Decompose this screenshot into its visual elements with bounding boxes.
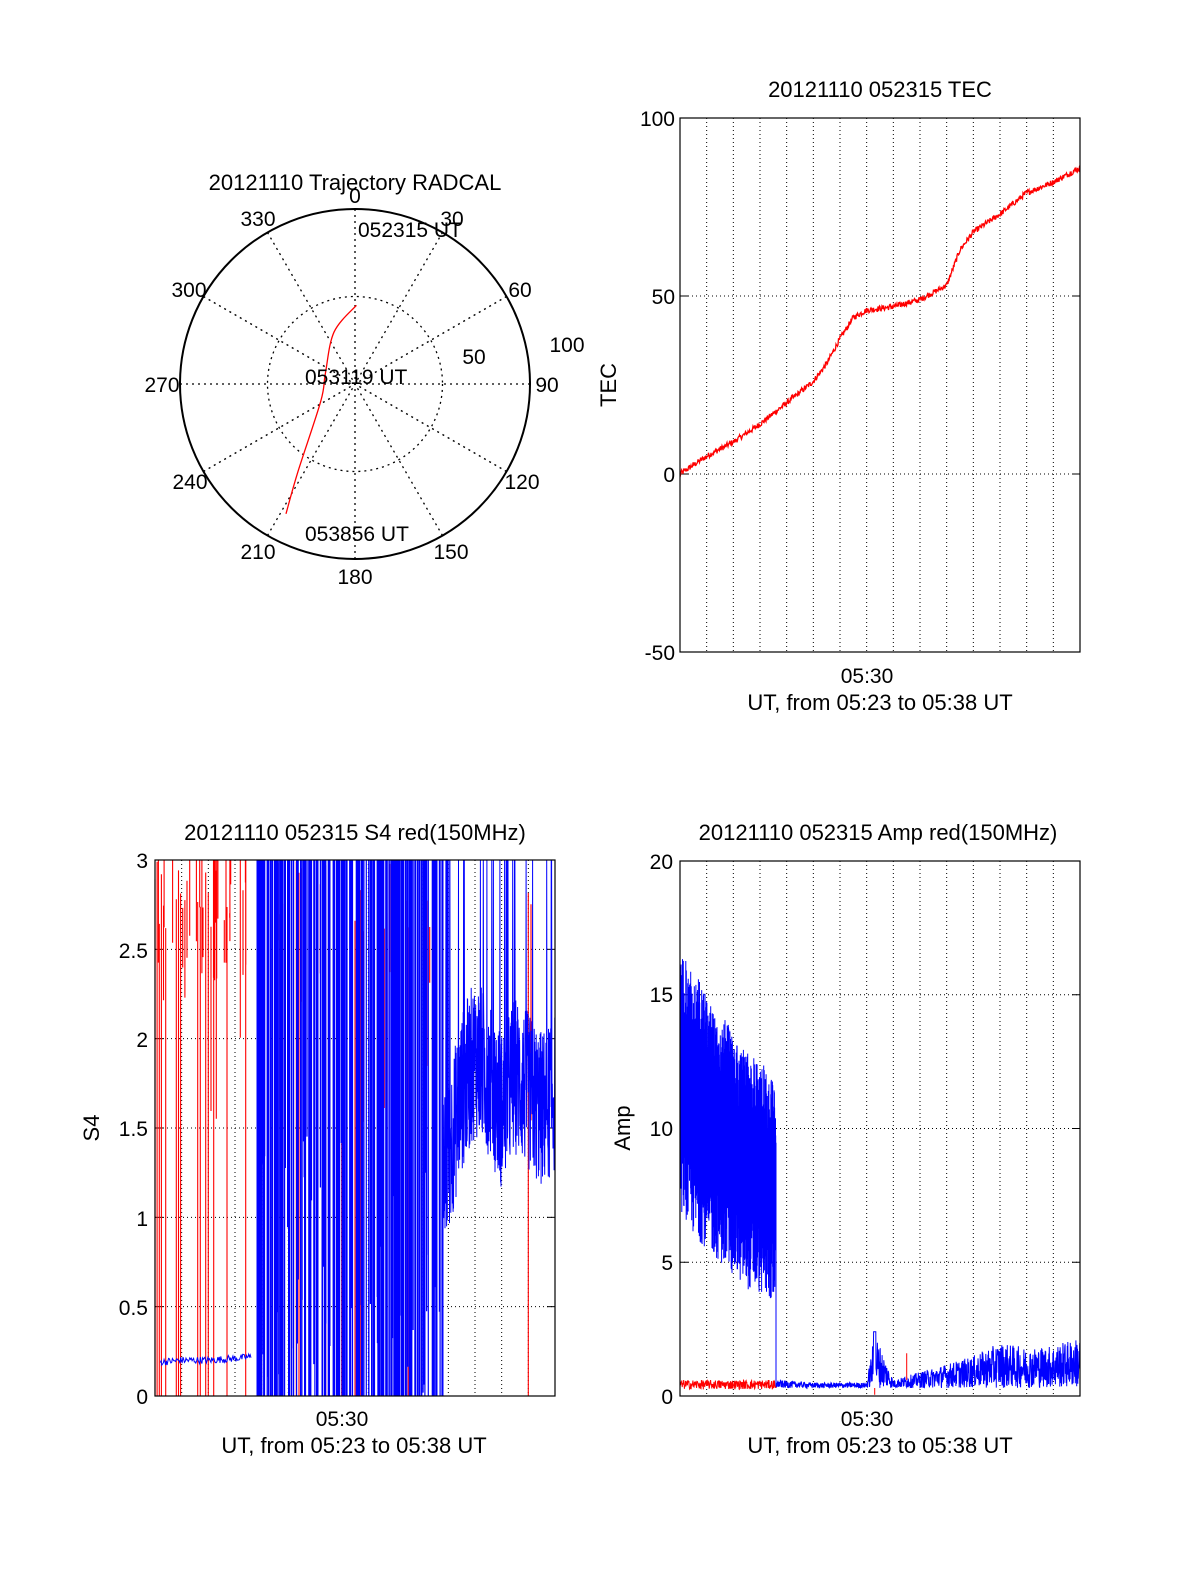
amp-title: 20121110 052315 Amp red(150MHz) <box>699 820 1058 845</box>
amp-red-series <box>679 1353 908 1395</box>
amp-ytick-20: 20 <box>650 851 673 874</box>
angle-label-240: 240 <box>172 471 207 494</box>
angle-label-120: 120 <box>504 471 539 494</box>
s4-ytick-2_5: 2.5 <box>119 940 148 963</box>
angle-label-30: 30 <box>440 208 463 231</box>
angle-label-330: 330 <box>240 208 275 231</box>
polar-angle-labels: 0 30 60 90 120 150 180 210 240 270 300 3… <box>144 185 558 589</box>
s4-blue-series <box>159 859 556 1396</box>
radial-label-50: 50 <box>462 346 485 369</box>
tec-xtick-0530: 05:30 <box>841 665 894 688</box>
tec-ytick-100: 100 <box>640 108 675 131</box>
s4-ylabel: S4 <box>79 1115 104 1142</box>
polar-grid <box>180 209 530 559</box>
tec-title: 20121110 052315 TEC <box>768 77 992 102</box>
s4-xtick-0530: 05:30 <box>316 1408 369 1431</box>
s4-title: 20121110 052315 S4 red(150MHz) <box>184 820 526 845</box>
amp-ylabel: Amp <box>610 1105 635 1150</box>
amp-ytick-5: 5 <box>661 1252 673 1275</box>
radial-label-100: 100 <box>549 334 584 357</box>
annotation-mid-time: 053119 UT <box>305 366 408 389</box>
s4-ytick-0_5: 0.5 <box>119 1297 148 1320</box>
tec-ytick-50: 50 <box>652 286 675 309</box>
tec-ylabel: TEC <box>596 363 621 407</box>
tec-plot-frame <box>679 117 1081 653</box>
tec-ytick-0: 0 <box>663 464 675 487</box>
polar-grid-ring <box>266 295 444 473</box>
s4-blue-tail <box>442 859 556 1229</box>
amp-ytick-0: 0 <box>661 1386 673 1409</box>
angle-label-0: 0 <box>349 185 361 208</box>
s4-ytick-2: 2 <box>136 1029 148 1052</box>
polar-outer-circle <box>179 208 531 560</box>
angle-label-300: 300 <box>171 279 206 302</box>
amp-plot-frame <box>679 860 1081 1397</box>
s4-ytick-1_5: 1.5 <box>119 1118 148 1141</box>
s4-blue-dense <box>256 860 444 1396</box>
amp-ytick-15: 15 <box>650 984 673 1007</box>
angle-label-270: 270 <box>144 374 179 397</box>
angle-label-150: 150 <box>433 541 468 564</box>
tec-xlabel: UT, from 05:23 to 05:38 UT <box>747 690 1012 715</box>
s4-ytick-3: 3 <box>136 850 148 873</box>
s4-blue-baseline <box>159 1352 252 1367</box>
annotation-start-time: 052315 UT <box>358 219 462 242</box>
polar-grid-spoke <box>266 232 444 536</box>
amp-chart: 20121110 052315 Amp red(150MHz) 20 15 10… <box>610 820 1081 1458</box>
s4-chart: 20121110 052315 S4 red(150MHz) 3 2.5 2 1… <box>79 820 556 1458</box>
angle-label-90: 90 <box>535 374 558 397</box>
tec-ytick-neg50: -50 <box>645 642 675 665</box>
angle-label-60: 60 <box>508 279 531 302</box>
amp-ytick-10: 10 <box>650 1118 673 1141</box>
tec-series-line <box>679 165 1081 478</box>
angle-label-210: 210 <box>240 541 275 564</box>
tec-chart: 20121110 052315 TEC 100 50 0 -50 TEC 05:… <box>596 77 1081 715</box>
s4-ytick-0: 0 <box>136 1386 148 1409</box>
s4-plot-frame <box>154 859 556 1397</box>
polar-chart: 20121110 Trajectory RADCAL 0 30 60 90 12… <box>144 170 584 589</box>
polar-title: 20121110 Trajectory RADCAL <box>209 170 502 195</box>
amp-blue-series <box>679 957 1081 1390</box>
amp-xlabel: UT, from 05:23 to 05:38 UT <box>747 1433 1012 1458</box>
annotation-end-time: 053856 UT <box>305 523 409 546</box>
s4-xlabel: UT, from 05:23 to 05:38 UT <box>221 1433 486 1458</box>
trajectory-line <box>285 304 357 514</box>
angle-label-180: 180 <box>337 566 372 589</box>
amp-xtick-0530: 05:30 <box>841 1408 894 1431</box>
s4-ytick-1: 1 <box>136 1208 148 1231</box>
